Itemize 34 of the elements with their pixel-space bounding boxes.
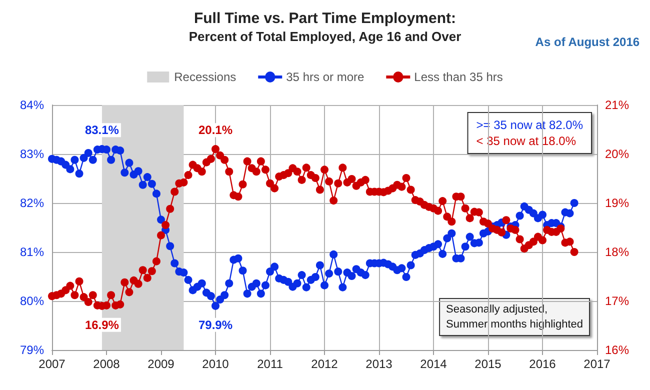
annotation: Seasonally adjusted, Summer months highlighted xyxy=(446,304,584,330)
x-tick-label: 2015 xyxy=(474,357,502,371)
x-tick-label: 2011 xyxy=(257,357,284,371)
x-tick-label: 2010 xyxy=(202,357,230,371)
legend-label: 35 hrs or more xyxy=(286,70,364,84)
data-label: 79.9% xyxy=(198,318,233,332)
y2-tick-label: 16% xyxy=(605,343,630,357)
y2-tick-label: 18% xyxy=(605,245,630,259)
y-tick-label: 79% xyxy=(20,343,44,357)
x-tick-label: 2012 xyxy=(311,357,338,371)
legend-label: Recessions xyxy=(174,70,236,84)
data-label: 20.1% xyxy=(198,123,233,138)
y2-tick-label: 17% xyxy=(605,294,630,308)
data-label: 83.1% xyxy=(84,123,120,138)
chart-subtitle: Percent of Total Employed, Age 16 and Over xyxy=(188,29,462,44)
chart-title: Full Time vs. Part Time Employment: xyxy=(194,10,456,27)
y-tick-label: 82% xyxy=(20,196,44,210)
x-tick-label: 2016 xyxy=(529,357,556,371)
y2-tick-label: 21% xyxy=(605,98,630,112)
y-tick-label: 80% xyxy=(20,294,44,308)
x-tick-label: 2017 xyxy=(584,357,611,371)
x-tick-label: 2009 xyxy=(148,357,175,371)
legend-label: Less than 35 hrs xyxy=(414,70,503,84)
x-tick-label: 2008 xyxy=(93,357,120,371)
y-tick-label: 81% xyxy=(20,245,44,259)
x-tick-label: 2007 xyxy=(38,357,66,371)
x-tick-label: 2014 xyxy=(420,357,448,371)
y-tick-label: 84% xyxy=(20,98,44,112)
x-tick-label: 2013 xyxy=(366,357,393,371)
data-label: 16.9% xyxy=(84,318,120,332)
y2-tick-label: 19% xyxy=(605,196,630,210)
y-tick-label: 83% xyxy=(20,147,44,161)
text: As of August 2016 xyxy=(535,35,640,49)
y2-tick-label: 20% xyxy=(605,147,630,161)
